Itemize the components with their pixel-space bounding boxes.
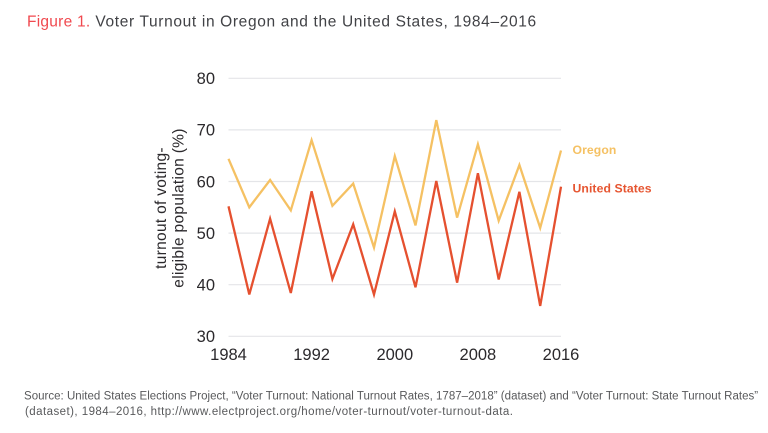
svg-text:2000: 2000 xyxy=(376,346,413,364)
svg-text:1984: 1984 xyxy=(210,346,247,364)
svg-text:eligible population (%): eligible population (%) xyxy=(171,128,188,287)
svg-text:50: 50 xyxy=(197,225,215,243)
svg-text:2016: 2016 xyxy=(543,346,580,364)
svg-text:turnout of voting-: turnout of voting- xyxy=(153,147,170,269)
svg-text:40: 40 xyxy=(197,277,215,295)
svg-text:Source: United States Election: Source: United States Elections Project,… xyxy=(24,391,758,403)
svg-text:60: 60 xyxy=(197,173,215,191)
svg-text:Figure 1. Voter Turnout in Ore: Figure 1. Voter Turnout in Oregon and th… xyxy=(27,13,537,30)
svg-text:70: 70 xyxy=(197,122,215,140)
svg-text:Oregon: Oregon xyxy=(573,143,617,157)
svg-text:(dataset), 1984–2016, http://w: (dataset), 1984–2016, http://www.electpr… xyxy=(25,406,513,418)
svg-text:80: 80 xyxy=(197,70,215,88)
svg-text:30: 30 xyxy=(197,328,215,346)
svg-text:2008: 2008 xyxy=(460,346,497,364)
svg-text:1992: 1992 xyxy=(293,346,330,364)
svg-text:United States: United States xyxy=(573,182,652,196)
